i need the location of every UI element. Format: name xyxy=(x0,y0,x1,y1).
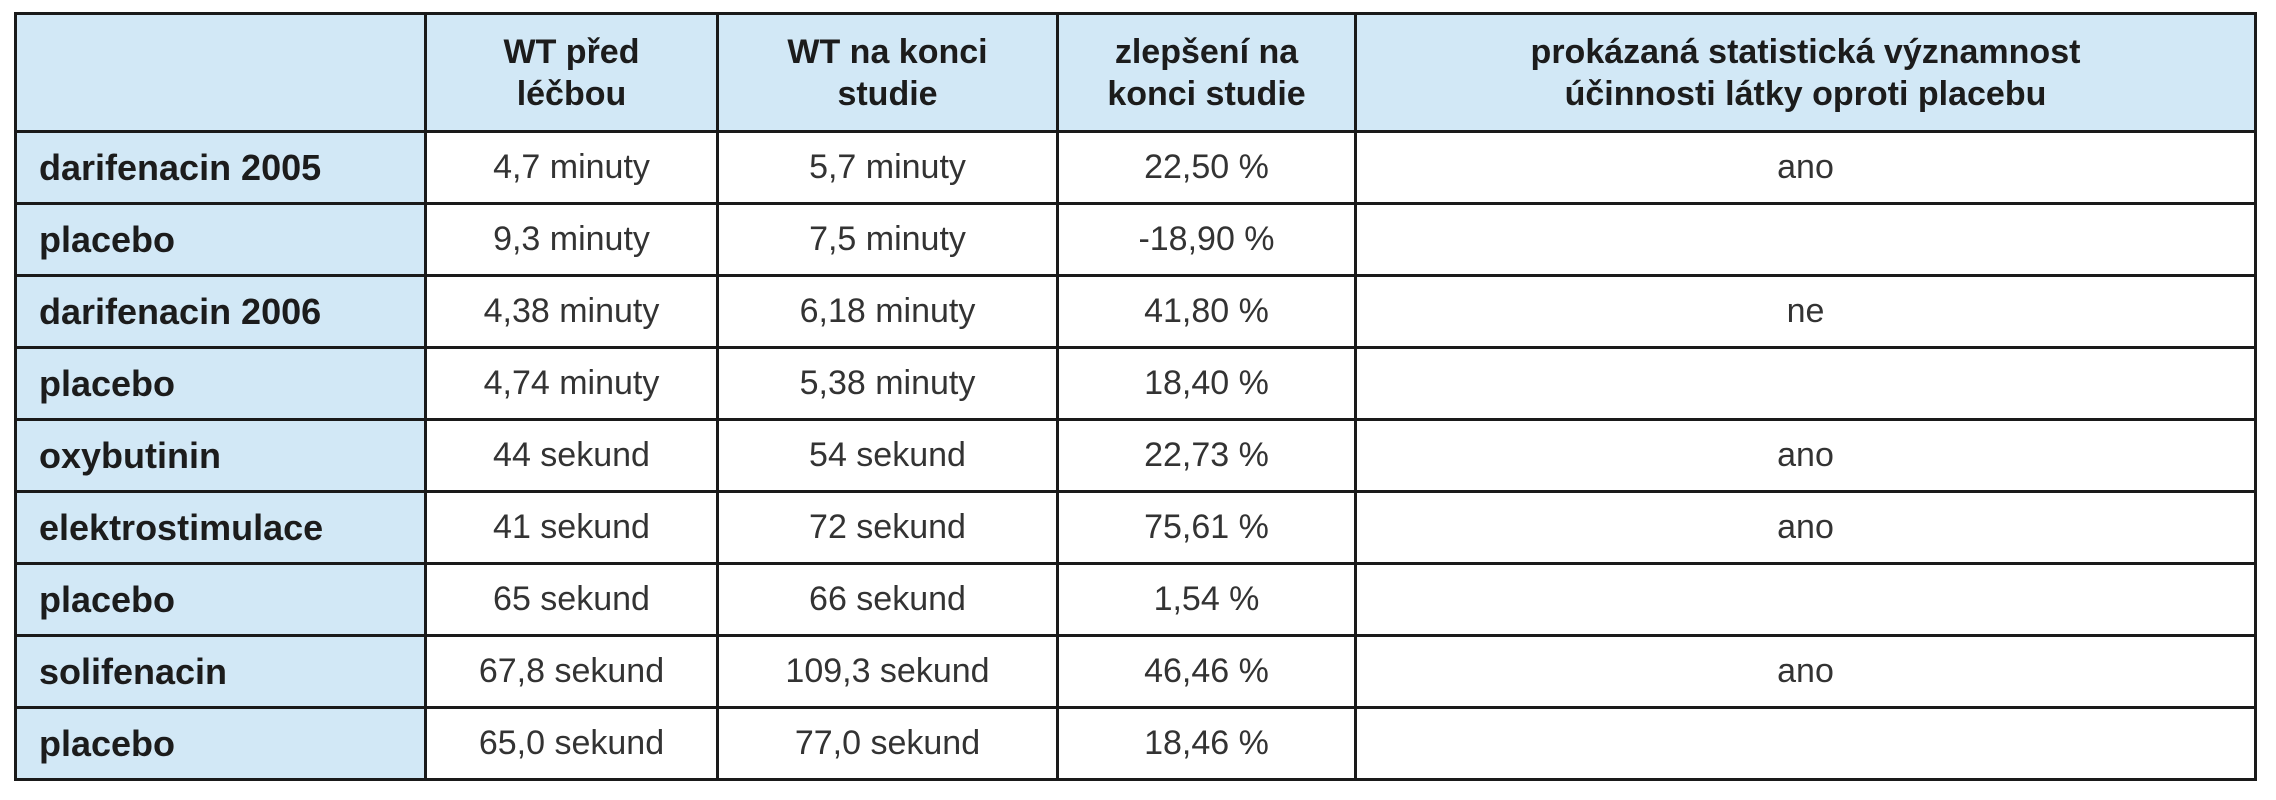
cell-significance: ne xyxy=(1354,274,2257,349)
cell-wt-end: 6,18 minuty xyxy=(716,274,1059,349)
header-wt-before: WT před léčbou xyxy=(424,12,719,133)
row-label: solifenacin xyxy=(14,634,427,709)
header-significance: prokázaná statistická významnost účinnos… xyxy=(1354,12,2257,133)
cell-wt-before: 67,8 sekund xyxy=(424,634,719,709)
table-row: placebo 65,0 sekund 77,0 sekund 18,46 % xyxy=(14,706,2257,781)
cell-wt-before: 65,0 sekund xyxy=(424,706,719,781)
cell-wt-end: 7,5 minuty xyxy=(716,202,1059,277)
table-row: solifenacin 67,8 sekund 109,3 sekund 46,… xyxy=(14,634,2257,709)
cell-improvement: 18,40 % xyxy=(1056,346,1357,421)
cell-wt-end: 77,0 sekund xyxy=(716,706,1059,781)
row-label: elektrostimulace xyxy=(14,490,427,565)
cell-wt-before: 44 sekund xyxy=(424,418,719,493)
cell-improvement: 18,46 % xyxy=(1056,706,1357,781)
cell-improvement: 22,73 % xyxy=(1056,418,1357,493)
cell-improvement: 41,80 % xyxy=(1056,274,1357,349)
cell-significance: ano xyxy=(1354,418,2257,493)
header-row: WT před léčbou WT na konci studie zlepše… xyxy=(14,12,2257,133)
header-corner xyxy=(14,12,427,133)
row-label: placebo xyxy=(14,202,427,277)
cell-significance xyxy=(1354,202,2257,277)
cell-wt-before: 4,7 minuty xyxy=(424,130,719,205)
row-label: darifenacin 2005 xyxy=(14,130,427,205)
table-row: oxybutinin 44 sekund 54 sekund 22,73 % a… xyxy=(14,418,2257,493)
cell-significance xyxy=(1354,562,2257,637)
table-row: placebo 9,3 minuty 7,5 minuty -18,90 % xyxy=(14,202,2257,277)
cell-improvement: 1,54 % xyxy=(1056,562,1357,637)
cell-improvement: -18,90 % xyxy=(1056,202,1357,277)
cell-improvement: 46,46 % xyxy=(1056,634,1357,709)
row-label: oxybutinin xyxy=(14,418,427,493)
header-wt-end: WT na konci studie xyxy=(716,12,1059,133)
cell-significance xyxy=(1354,706,2257,781)
cell-wt-end: 5,38 minuty xyxy=(716,346,1059,421)
row-label: placebo xyxy=(14,706,427,781)
cell-wt-end: 54 sekund xyxy=(716,418,1059,493)
cell-improvement: 75,61 % xyxy=(1056,490,1357,565)
table-row: placebo 65 sekund 66 sekund 1,54 % xyxy=(14,562,2257,637)
cell-wt-before: 9,3 minuty xyxy=(424,202,719,277)
table-row: elektrostimulace 41 sekund 72 sekund 75,… xyxy=(14,490,2257,565)
row-label: darifenacin 2006 xyxy=(14,274,427,349)
cell-wt-before: 65 sekund xyxy=(424,562,719,637)
cell-significance: ano xyxy=(1354,490,2257,565)
row-label: placebo xyxy=(14,346,427,421)
header-improvement: zlepšení na konci studie xyxy=(1056,12,1357,133)
cell-wt-end: 66 sekund xyxy=(716,562,1059,637)
cell-wt-before: 4,38 minuty xyxy=(424,274,719,349)
cell-wt-before: 41 sekund xyxy=(424,490,719,565)
cell-wt-end: 109,3 sekund xyxy=(716,634,1059,709)
cell-wt-before: 4,74 minuty xyxy=(424,346,719,421)
cell-wt-end: 72 sekund xyxy=(716,490,1059,565)
cell-improvement: 22,50 % xyxy=(1056,130,1357,205)
cell-significance: ano xyxy=(1354,130,2257,205)
table-row: darifenacin 2006 4,38 minuty 6,18 minuty… xyxy=(14,274,2257,349)
cell-significance: ano xyxy=(1354,634,2257,709)
table-row: placebo 4,74 minuty 5,38 minuty 18,40 % xyxy=(14,346,2257,421)
table-row: darifenacin 2005 4,7 minuty 5,7 minuty 2… xyxy=(14,130,2257,205)
row-label: placebo xyxy=(14,562,427,637)
cell-wt-end: 5,7 minuty xyxy=(716,130,1059,205)
results-table: WT před léčbou WT na konci studie zlepše… xyxy=(14,12,2257,781)
cell-significance xyxy=(1354,346,2257,421)
table-container: WT před léčbou WT na konci studie zlepše… xyxy=(14,12,2257,781)
